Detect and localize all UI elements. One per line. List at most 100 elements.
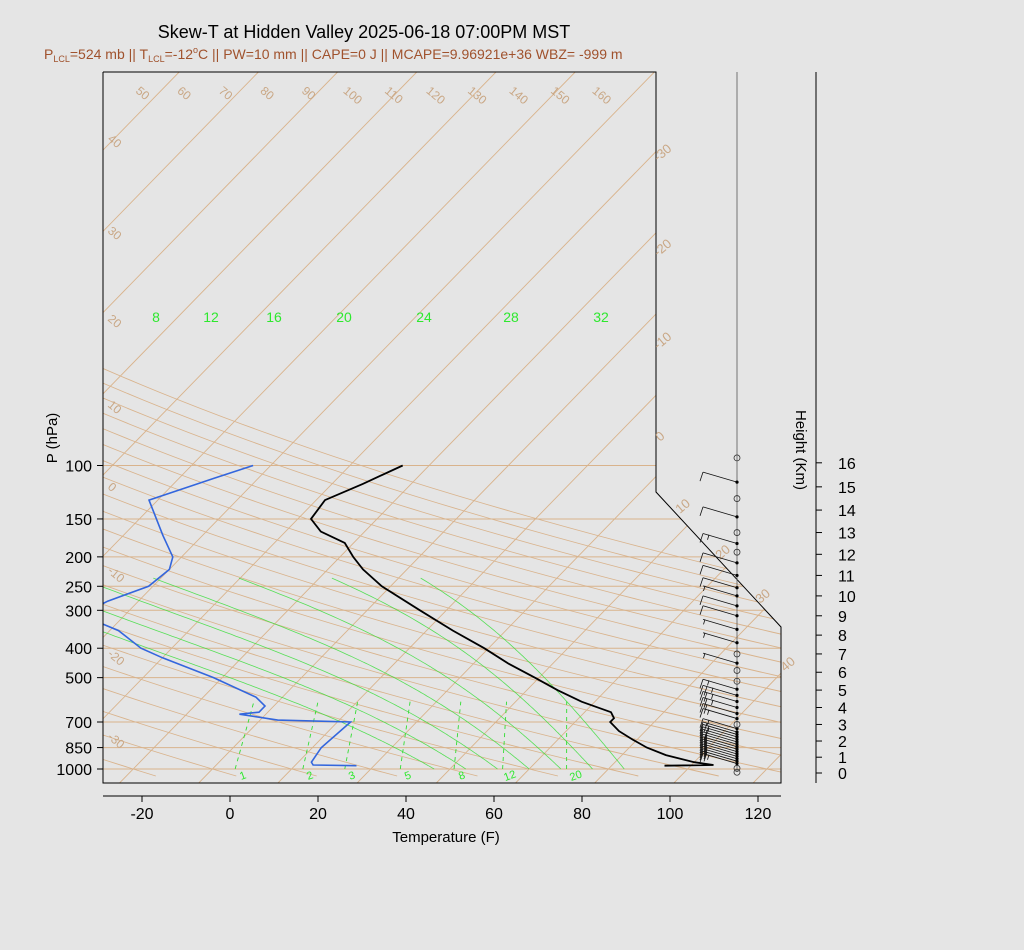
wind-barb bbox=[699, 506, 739, 519]
wind-barb-column bbox=[699, 72, 741, 776]
moist-adiabat bbox=[103, 577, 498, 770]
height-tick-label: 8 bbox=[838, 628, 847, 645]
dry-adiabat-lines bbox=[103, 72, 781, 777]
wind-barb-dot bbox=[735, 586, 739, 590]
mixing-ratio-line bbox=[453, 701, 462, 770]
height-tick-label: 3 bbox=[838, 717, 847, 734]
height-tick-label: 1 bbox=[838, 750, 847, 767]
x-tick-label: 60 bbox=[485, 806, 503, 823]
mixing-ratio-label: 1 bbox=[238, 769, 248, 782]
mixing-ratio-line bbox=[399, 701, 411, 770]
wind-barb bbox=[702, 652, 739, 665]
height-tick-label: 10 bbox=[838, 589, 856, 606]
wind-barb bbox=[702, 618, 739, 631]
wind-barb-dot bbox=[735, 573, 739, 578]
height-tick-label: 13 bbox=[838, 526, 856, 543]
wind-barb bbox=[699, 595, 739, 608]
isotherm bbox=[277, 72, 781, 783]
isotherm bbox=[103, 72, 418, 783]
wind-barb-dot bbox=[735, 515, 739, 519]
wind-barb-dot bbox=[735, 757, 739, 761]
height-tick-label: 16 bbox=[838, 456, 856, 473]
wind-barb-dot bbox=[735, 480, 739, 484]
dry-adiabat bbox=[103, 72, 559, 777]
isotherm bbox=[103, 72, 576, 783]
calm-wind-marker bbox=[733, 454, 741, 462]
wind-barb bbox=[699, 718, 739, 731]
x-axis: -20 0 20 40 60 80 100 120 bbox=[103, 795, 781, 823]
wind-barb bbox=[699, 750, 739, 763]
dry-adiabat bbox=[103, 72, 781, 777]
wind-barb bbox=[699, 678, 739, 691]
p-tick-label: 150 bbox=[65, 512, 92, 529]
height-tick-label: 5 bbox=[838, 683, 847, 700]
x-tick-label: 40 bbox=[397, 806, 415, 823]
mixing-ratio-line bbox=[302, 701, 319, 770]
dry-adiabat bbox=[103, 72, 781, 777]
wind-barb bbox=[699, 743, 739, 756]
height-tick-label: 6 bbox=[838, 665, 847, 682]
wind-barb bbox=[699, 753, 739, 766]
mixing-ratio-line bbox=[344, 701, 359, 770]
moist-adiabat-label: 20 bbox=[336, 309, 352, 325]
wind-barb bbox=[699, 736, 739, 749]
dewpoint-profile bbox=[103, 464, 357, 767]
p-tick-label: 200 bbox=[65, 550, 92, 567]
wind-barb-dot bbox=[735, 693, 739, 697]
wind-barb bbox=[699, 728, 739, 741]
wind-barb bbox=[699, 565, 739, 578]
calm-wind-marker bbox=[733, 764, 741, 772]
height-tick-label: 9 bbox=[838, 609, 847, 626]
isotherm-lines bbox=[103, 72, 781, 783]
wind-barb bbox=[699, 533, 739, 546]
mixing-ratio-label: 12 bbox=[502, 768, 518, 783]
wind-barb bbox=[699, 697, 739, 710]
height-tick-label: 14 bbox=[838, 503, 856, 520]
moist-adiabat bbox=[420, 577, 625, 770]
dry-adiabat bbox=[103, 72, 639, 777]
wind-barb-dot bbox=[735, 749, 739, 754]
wind-barb bbox=[699, 577, 739, 590]
wind-barb-dot bbox=[735, 747, 739, 751]
wind-barb-dot bbox=[735, 627, 739, 631]
calm-wind-marker bbox=[733, 495, 741, 502]
x-tick-label: -20 bbox=[130, 806, 153, 823]
plot-area bbox=[103, 72, 781, 783]
wind-barb bbox=[699, 724, 739, 737]
p-tick-label: 500 bbox=[65, 671, 92, 688]
wind-barb bbox=[699, 733, 739, 746]
wind-barb bbox=[699, 552, 739, 565]
p-tick-label: 400 bbox=[65, 641, 92, 658]
wind-barb-dot bbox=[735, 742, 739, 746]
moist-adiabat-label: 24 bbox=[416, 309, 432, 325]
calm-wind-marker bbox=[733, 677, 741, 685]
wind-barb-dot bbox=[735, 727, 739, 731]
wind-barb-dot bbox=[735, 561, 739, 565]
wind-barb-dot bbox=[735, 594, 739, 598]
isotherm bbox=[436, 72, 781, 783]
dry-adiabat bbox=[103, 72, 781, 777]
wind-barb-dot bbox=[735, 705, 739, 710]
wind-barb bbox=[699, 726, 739, 739]
wind-barb-dot bbox=[735, 730, 739, 734]
isotherm bbox=[103, 72, 259, 783]
dry-adiabat bbox=[103, 72, 781, 777]
dry-adiabat bbox=[103, 72, 781, 777]
isotherm bbox=[103, 72, 734, 783]
dry-adiabat bbox=[103, 72, 781, 777]
mixing-ratio-lines bbox=[234, 701, 568, 770]
moist-adiabat bbox=[238, 577, 562, 770]
wind-barb-dot bbox=[735, 761, 739, 766]
wind-barb-dot bbox=[735, 740, 739, 744]
isotherm bbox=[103, 72, 338, 783]
calm-wind-marker bbox=[733, 548, 741, 556]
p-tick-label: 700 bbox=[65, 715, 92, 732]
height-tick-label: 15 bbox=[838, 480, 856, 497]
pressure-axis: 100 150 200 250 300 400 500 700 850 1000 bbox=[56, 72, 104, 783]
wind-barb bbox=[699, 741, 739, 754]
x-axis-label: Temperature (F) bbox=[392, 829, 500, 846]
p-tick-label: 300 bbox=[65, 603, 92, 620]
wind-barb bbox=[699, 731, 739, 744]
height-tick-label: 2 bbox=[838, 734, 847, 751]
